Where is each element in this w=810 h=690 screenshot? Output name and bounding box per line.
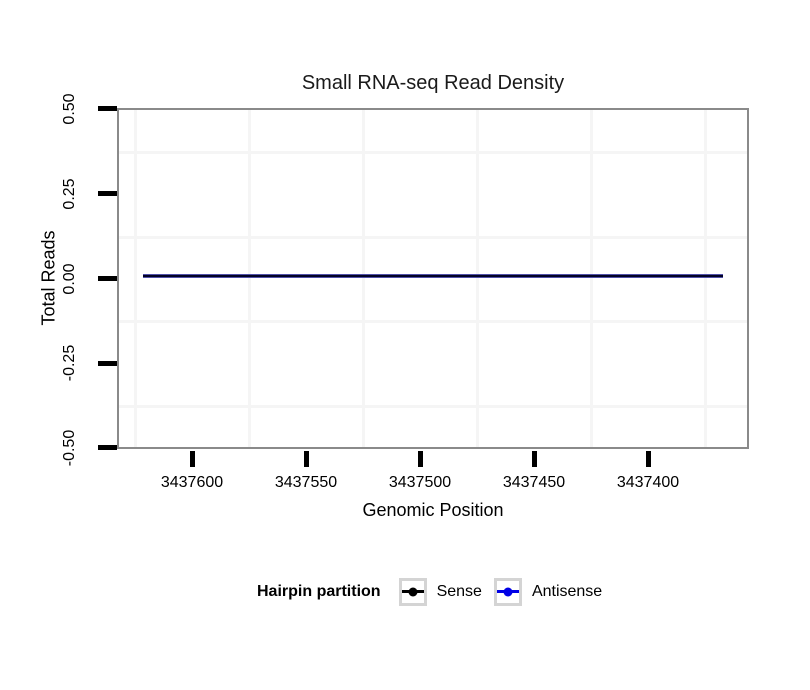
legend-label-antisense: Antisense: [531, 583, 603, 600]
minor-gridline-vertical: [704, 110, 707, 447]
y-axis-tick: [98, 276, 117, 281]
y-axis-tick: [98, 106, 117, 111]
x-axis-tick: [532, 451, 537, 467]
y-tick-label: 0.50: [61, 93, 78, 125]
y-axis-title: Total Reads: [38, 230, 59, 326]
legend-title: Hairpin partition: [257, 583, 381, 600]
antisense-point-icon: [503, 587, 513, 597]
minor-gridline-vertical: [476, 110, 479, 447]
x-tick-label: 3437500: [388, 474, 452, 491]
legend: Hairpin partition Sense Antisense: [257, 578, 614, 606]
sense-point-icon: [408, 587, 418, 597]
x-tick-label: 3437400: [616, 474, 680, 491]
x-axis-tick: [304, 451, 309, 467]
x-axis-tick: [190, 451, 195, 467]
minor-gridline-horizontal: [119, 151, 747, 154]
y-axis-tick: [98, 191, 117, 196]
minor-gridline-vertical: [248, 110, 251, 447]
minor-gridline-horizontal: [119, 236, 747, 239]
minor-gridline-vertical: [134, 110, 137, 447]
y-tick-label: -0.50: [61, 429, 78, 467]
legend-key-antisense: [493, 578, 522, 606]
x-axis-tick: [646, 451, 651, 467]
read-density-zero-line: [143, 274, 723, 278]
minor-gridline-horizontal: [119, 320, 747, 323]
legend-key-sense: [398, 578, 427, 606]
legend-label-sense: Sense: [436, 583, 482, 600]
plot-panel: [117, 108, 749, 449]
x-tick-label: 3437450: [502, 474, 566, 491]
y-tick-label: 0.00: [61, 263, 78, 295]
y-tick-label: 0.25: [61, 178, 78, 210]
minor-gridline-vertical: [590, 110, 593, 447]
x-tick-label: 3437550: [274, 474, 338, 491]
x-axis-tick: [418, 451, 423, 467]
minor-gridline-horizontal: [119, 405, 747, 408]
y-axis-tick: [98, 445, 117, 450]
y-tick-label: -0.25: [61, 344, 78, 382]
y-axis-tick: [98, 361, 117, 366]
x-axis-title: Genomic Position: [362, 500, 504, 520]
x-tick-label: 3437600: [160, 474, 224, 491]
chart-title: Small RNA-seq Read Density: [301, 72, 565, 94]
minor-gridline-vertical: [362, 110, 365, 447]
